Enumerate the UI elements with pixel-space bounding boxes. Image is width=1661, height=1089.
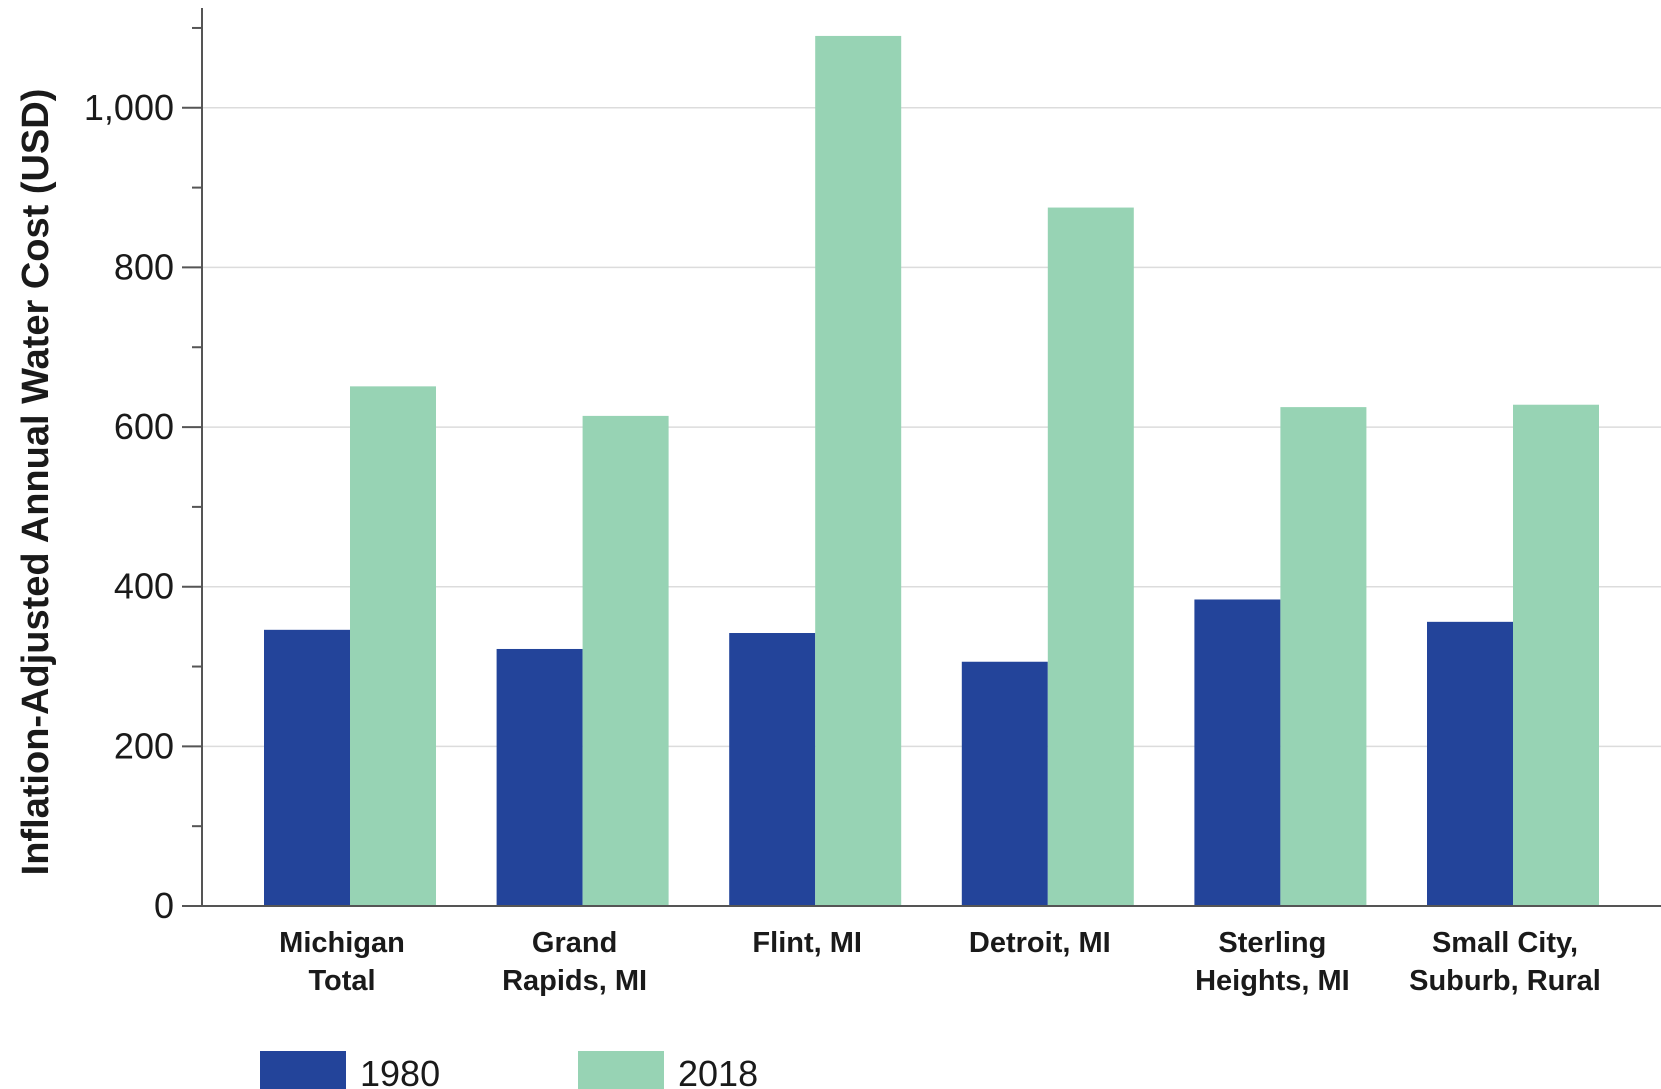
y-tick-label: 400 bbox=[114, 566, 174, 607]
y-axis-title: Inflation-Adjusted Annual Water Cost (US… bbox=[15, 89, 57, 876]
x-tick-label: Small City, bbox=[1432, 927, 1578, 959]
bars bbox=[264, 35, 1599, 907]
bar-2018-1 bbox=[582, 415, 669, 906]
x-tick-label: Detroit, MI bbox=[969, 927, 1111, 959]
bar-1980-5 bbox=[1427, 621, 1513, 906]
y-tick-label: 800 bbox=[114, 246, 174, 287]
x-tick-label: Heights, MI bbox=[1195, 965, 1350, 997]
y-tick-label: 0 bbox=[154, 885, 174, 926]
bar-1980-0 bbox=[264, 629, 350, 906]
bar-1980-2 bbox=[729, 633, 816, 906]
x-tick-label: Rapids, MI bbox=[502, 965, 647, 997]
bar-2018-2 bbox=[815, 35, 902, 906]
x-tick-label: Sterling bbox=[1218, 927, 1326, 959]
y-tick-label: 600 bbox=[114, 406, 174, 447]
legend: 1980 2018 bbox=[260, 1051, 758, 1089]
axes bbox=[201, 8, 1661, 907]
x-tick-label: Total bbox=[308, 965, 375, 997]
bar-1980-3 bbox=[961, 661, 1048, 906]
legend-swatch-1980 bbox=[260, 1051, 346, 1089]
x-tick-label: Flint, MI bbox=[752, 927, 862, 959]
bar-2018-4 bbox=[1280, 407, 1367, 906]
x-axis-labels: Michigan Total Grand Rapids, MI Flint, MI Det… bbox=[279, 927, 1601, 997]
x-tick-label: Grand bbox=[532, 927, 617, 959]
bar-2018-0 bbox=[350, 386, 436, 907]
y-axis-ticks: 0 200 400 600 800 1,000 bbox=[84, 26, 202, 926]
legend-label-1980: 1980 bbox=[360, 1053, 440, 1089]
y-tick-label: 1,000 bbox=[84, 87, 174, 128]
x-tick-label: Suburb, Rural bbox=[1409, 965, 1601, 997]
bar-1980-4 bbox=[1194, 599, 1281, 906]
legend-label-2018: 2018 bbox=[678, 1053, 758, 1089]
legend-swatch-2018 bbox=[578, 1051, 664, 1089]
y-tick-label: 200 bbox=[114, 725, 174, 766]
bar-1980-1 bbox=[496, 648, 583, 906]
bar-2018-3 bbox=[1047, 207, 1134, 907]
x-tick-label: Michigan bbox=[279, 927, 405, 959]
bar-2018-5 bbox=[1513, 404, 1599, 906]
gridlines bbox=[202, 107, 1661, 748]
